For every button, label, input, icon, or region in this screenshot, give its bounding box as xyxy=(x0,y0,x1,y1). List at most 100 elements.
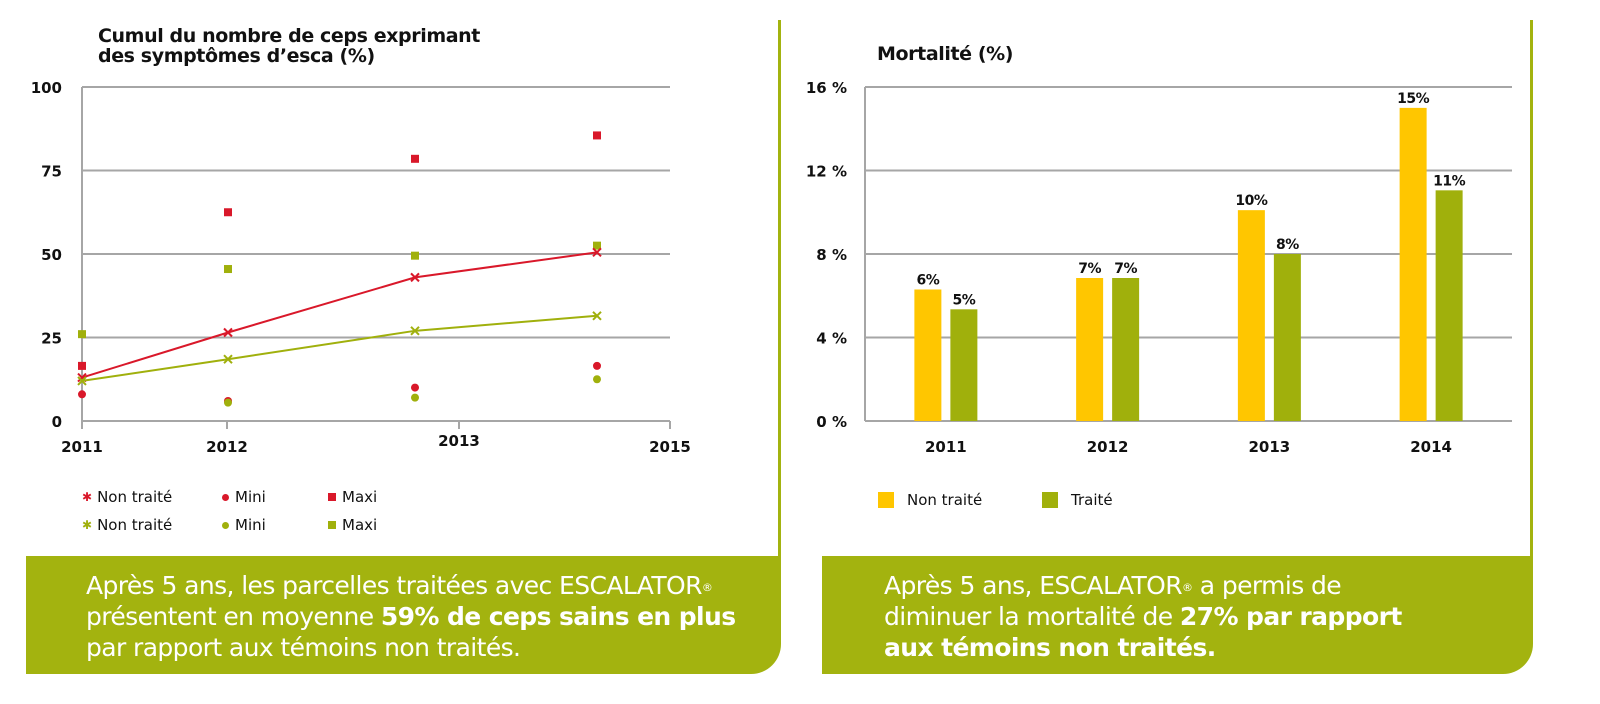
data-point-maxi xyxy=(411,251,419,260)
right-chart-title: Mortalité (%) xyxy=(877,43,1014,65)
x-marker-stroke xyxy=(223,327,233,338)
data-point-maxi xyxy=(411,154,419,163)
data-point-maxi xyxy=(224,265,232,274)
data-point-x xyxy=(592,311,602,321)
right-banner-line-2: diminuer la mortalité de 27% par rapport xyxy=(884,602,1402,631)
legend-item-mini-untreated: Mini xyxy=(222,488,266,506)
legend-item-non-trait--untreated: ✱ Non traité xyxy=(82,488,172,506)
registered-mark: ® xyxy=(701,581,713,594)
data-point-maxi xyxy=(78,330,86,339)
x-marker-stroke xyxy=(592,311,602,321)
left-panel-border xyxy=(778,20,781,580)
left-line-chart: 0 25 50 75 100 2011 2012 2013 2015 xyxy=(31,79,691,456)
bar-value-label: 5% xyxy=(952,292,975,308)
y-tick-label: 100 xyxy=(31,79,62,97)
data-point-x xyxy=(223,327,233,338)
legend-swatch-yellow xyxy=(878,492,894,508)
legend-item-non-traite: Non traité xyxy=(878,491,982,509)
bar-value-label: 7% xyxy=(1078,261,1101,277)
right-bar-chart: 0 % 4 % 8 % 12 % 16 % 6% 5% 2011 7% 7% 2012 10% 8% 20… xyxy=(806,79,1512,456)
bar-non-trait--2011 xyxy=(914,289,942,421)
bar-value-label: 15% xyxy=(1397,91,1429,107)
x-tick-label: 2012 xyxy=(1087,438,1129,456)
y-tick-label: 8 % xyxy=(816,246,847,264)
left-chart-title-line-2: des symptômes d’esca (%) xyxy=(98,45,375,67)
legend-item-maxi-treated: Maxi xyxy=(328,516,377,534)
bar-trait--2012 xyxy=(1112,278,1140,421)
registered-mark: ® xyxy=(1182,581,1193,594)
legend-label: Non traité xyxy=(97,516,173,534)
data-point-x xyxy=(410,326,420,336)
legend-marker-square-icon xyxy=(328,493,336,501)
y-tick-label: 12 % xyxy=(806,163,847,181)
data-point-maxi xyxy=(593,241,601,250)
legend-label-non-traite: Non traité xyxy=(907,491,983,509)
series-line-treated xyxy=(81,314,598,382)
bar-trait--2011 xyxy=(950,309,978,421)
y-tick-label: 4 % xyxy=(816,330,847,348)
y-tick-label: 0 % xyxy=(816,413,847,431)
left-banner-line-1: Après 5 ans, les parcelles traitées avec… xyxy=(86,571,713,600)
data-point-x xyxy=(410,272,420,283)
legend-marker-square-icon xyxy=(328,521,336,529)
legend-item-traite: Traité xyxy=(1042,491,1113,509)
data-point-maxi xyxy=(593,131,601,140)
right-banner-line-1: Après 5 ans, ESCALATOR® a permis de xyxy=(884,571,1342,600)
legend-label: Maxi xyxy=(342,516,378,534)
y-tick-label: 50 xyxy=(41,246,62,264)
x-marker-stroke xyxy=(592,247,602,258)
x-marker-stroke xyxy=(223,354,233,364)
left-banner-line-3: par rapport aux témoins non traités. xyxy=(86,633,521,662)
y-tick-label: 75 xyxy=(41,163,62,181)
bar-trait--2013 xyxy=(1273,254,1301,421)
y-tick-label: 16 % xyxy=(806,79,847,97)
legend-marker-circle-icon xyxy=(222,493,229,501)
legend-label: Maxi xyxy=(342,488,378,506)
data-point-mini xyxy=(224,398,232,407)
y-tick-label: 0 xyxy=(52,413,62,431)
left-summary-banner: Après 5 ans, les parcelles traitées avec… xyxy=(26,556,781,674)
right-banner-highlight: 27% par rapport xyxy=(1179,602,1402,631)
data-point-mini xyxy=(78,390,86,399)
legend-label: Non traité xyxy=(97,488,173,506)
data-point-mini xyxy=(411,383,419,392)
x-tick-label: 2013 xyxy=(438,432,480,450)
x-tick-label: 2012 xyxy=(206,438,248,456)
bar-value-label: 7% xyxy=(1114,261,1137,277)
x-marker-stroke xyxy=(410,326,420,336)
bar-value-label: 10% xyxy=(1235,193,1267,209)
y-tick-label: 25 xyxy=(41,330,62,348)
bar-non-trait--2013 xyxy=(1237,210,1265,421)
data-point-mini xyxy=(593,375,601,384)
legend-item-non-trait--treated: ✱ Non traité xyxy=(82,516,172,534)
x-marker-stroke xyxy=(77,372,87,383)
legend-marker-x-icon: ✱ xyxy=(82,518,93,532)
left-chart-title-line-1: Cumul du nombre de ceps exprimant xyxy=(98,25,480,47)
series-line-untreated xyxy=(81,251,598,379)
legend-label-traite: Traité xyxy=(1071,491,1113,509)
bar-non-trait--2014 xyxy=(1399,107,1427,421)
legend-label: Mini xyxy=(235,516,266,534)
bar-value-label: 8% xyxy=(1276,237,1299,253)
legend-label: Mini xyxy=(235,488,266,506)
left-banner-line-2: présentent en moyenne 59% de ceps sains … xyxy=(86,602,736,631)
x-tick-label: 2011 xyxy=(61,438,103,456)
x-marker-stroke xyxy=(77,376,87,386)
right-panel-border xyxy=(1530,20,1533,580)
data-point-x xyxy=(592,247,602,258)
legend-swatch-green xyxy=(1042,492,1058,508)
legend-marker-x-icon: ✱ xyxy=(82,490,93,504)
right-banner-line-3: aux témoins non traités. xyxy=(884,633,1216,662)
x-tick-label: 2011 xyxy=(925,438,967,456)
x-tick-label: 2013 xyxy=(1249,438,1291,456)
data-point-x xyxy=(77,376,87,386)
data-point-maxi xyxy=(224,208,232,217)
bar-value-label: 11% xyxy=(1433,173,1465,189)
data-point-mini xyxy=(411,393,419,402)
data-point-x xyxy=(223,354,233,364)
bar-non-trait--2012 xyxy=(1076,278,1104,421)
left-chart-title: Cumul du nombre de ceps exprimant des sy… xyxy=(98,26,480,66)
left-banner-highlight: 59% de ceps sains en plus xyxy=(380,602,736,631)
legend-marker-circle-icon xyxy=(222,521,229,529)
bar-trait--2014 xyxy=(1435,190,1463,421)
